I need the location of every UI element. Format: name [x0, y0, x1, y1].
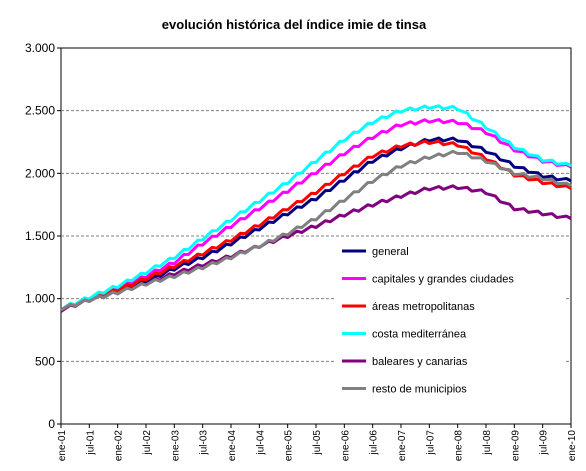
series-line	[60, 104, 572, 312]
x-tick-label: jul-03	[199, 430, 210, 456]
series-line	[60, 118, 572, 312]
y-tick-label: 1.500	[25, 229, 55, 243]
legend-label: costa mediterránea	[372, 329, 467, 341]
y-tick-label: 1.000	[25, 292, 55, 306]
legend-label: baleares y canarias	[372, 356, 468, 368]
series-line	[60, 149, 572, 312]
x-tick-label: jul-04	[255, 430, 266, 456]
legend-label: áreas metropolitanas	[372, 301, 475, 313]
legend-label: resto de municipios	[372, 384, 467, 396]
legend-box	[335, 238, 565, 406]
x-tick-label: jul-07	[425, 430, 436, 456]
x-tick-label: jul-08	[482, 430, 493, 456]
x-tick-label: ene-05	[284, 430, 295, 462]
x-tick-label: jul-09	[539, 430, 550, 456]
y-tick-label: 2.500	[25, 104, 55, 118]
axes: 0 500 1.000 1.500 2.000 2.500 3.000 ene-01 jul-0…	[25, 41, 578, 461]
x-tick-label: ene-08	[454, 430, 465, 462]
x-tick-label: jul-02	[142, 430, 153, 456]
x-tick-label: ene-07	[397, 430, 408, 462]
legend: general capitales y grandes ciudades áreas…	[335, 238, 565, 406]
legend-label: capitales y grandes ciudades	[372, 274, 514, 286]
x-tick-label: ene-01	[57, 430, 68, 462]
y-tick-label: 0	[48, 417, 55, 431]
x-tick-label: ene-02	[114, 430, 125, 462]
x-tick-label: jul-01	[85, 430, 96, 456]
series-line	[60, 139, 572, 312]
x-tick-label: ene-10	[567, 430, 578, 462]
x-tick-label: jul-05	[312, 430, 323, 456]
y-tick-label: 3.000	[25, 41, 55, 55]
legend-label: general	[372, 246, 409, 258]
x-tick-label: ene-03	[170, 430, 181, 462]
chart-title: evolución histórica del índice imie de t…	[162, 17, 427, 32]
x-tick-label: jul-06	[369, 430, 380, 456]
x-tick-label: ene-09	[510, 430, 521, 462]
y-tick-label: 2.000	[25, 166, 55, 180]
series-lines	[60, 104, 572, 313]
series-line	[60, 136, 572, 312]
y-tick-label: 500	[35, 354, 55, 368]
x-tick-label: ene-06	[340, 430, 351, 462]
x-tick-label: ene-04	[227, 430, 238, 462]
